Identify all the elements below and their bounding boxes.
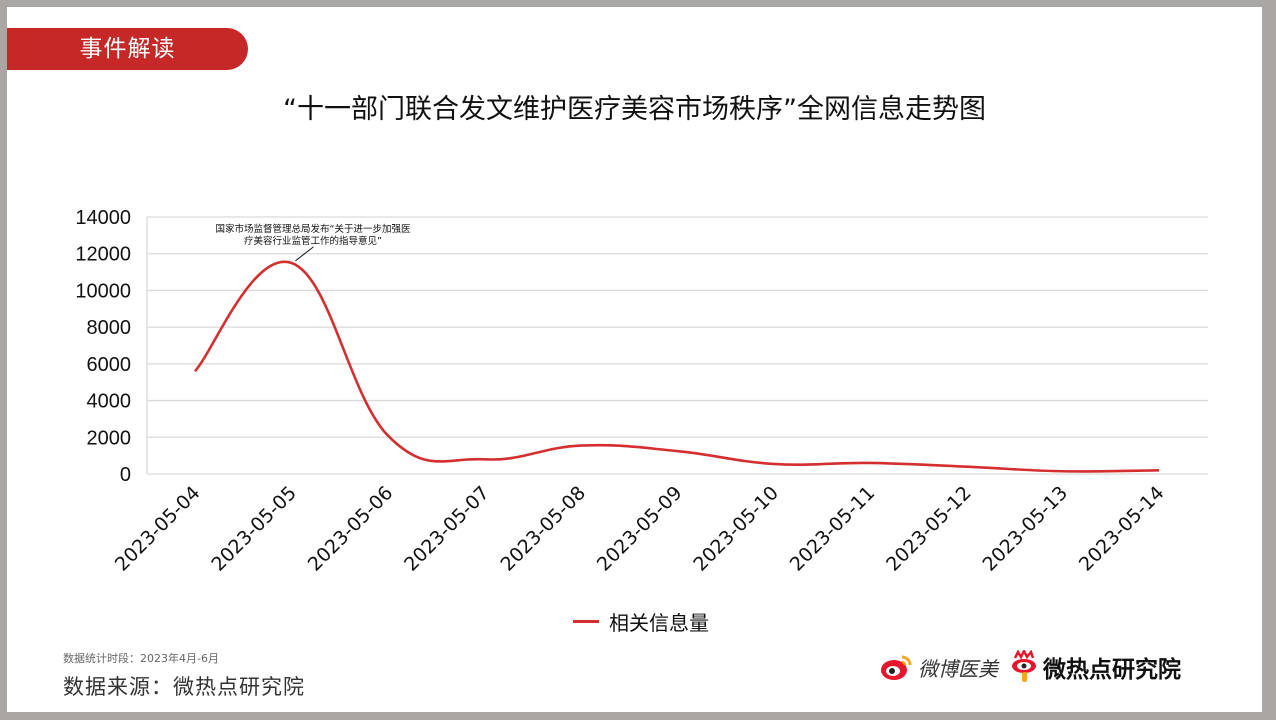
chart-legend: 相关信息量 <box>573 607 709 636</box>
x-tick-label: 2023-05-11 <box>786 482 880 576</box>
y-tick-label: 14000 <box>75 207 131 229</box>
chart-title: “十一部门联合发文维护医疗美容市场秩序”全网信息走势图 <box>283 94 986 125</box>
x-tick-label: 2023-05-10 <box>689 482 783 576</box>
y-tick-label: 10000 <box>75 280 131 302</box>
weiredian-text: 微热点研究院 <box>1043 657 1181 683</box>
annotation-leader <box>295 246 314 262</box>
line-chart: 0 2000 4000 6000 8000 10000 12000 14000 2023-05-… <box>75 207 1208 576</box>
x-tick-label: 2023-05-04 <box>111 482 205 576</box>
weibo-yimei-text: 微博医美 <box>918 656 998 681</box>
y-tick-label: 4000 <box>87 391 132 413</box>
x-tick-label: 2023-05-09 <box>593 482 687 576</box>
y-tick-label: 6000 <box>87 354 132 376</box>
legend-line-swatch <box>573 620 599 623</box>
data-period: 数据统计时段：2023年4月-6月 <box>63 652 219 665</box>
weibo-eye-icon <box>881 655 912 680</box>
x-tick-label: 2023-05-12 <box>882 482 976 576</box>
y-tick-label: 8000 <box>87 317 132 339</box>
weibo-yimei-logo: 微博医美 <box>880 653 998 682</box>
x-tick-label: 2023-05-05 <box>207 482 301 576</box>
x-tick-label: 2023-05-14 <box>1075 482 1169 576</box>
x-tick-label: 2023-05-06 <box>304 482 398 576</box>
x-tick-label: 2023-05-07 <box>400 482 494 576</box>
y-tick-label: 0 <box>120 464 131 486</box>
section-tag: 事件解读 <box>7 28 248 70</box>
slide: 事件解读 “十一部门联合发文维护医疗美容市场秩序”全网信息走势图 0 2000 40… <box>7 7 1262 712</box>
logo-group: 微博医美 微热点研究院 <box>880 650 1181 684</box>
annotation-text: 疗美容行业监管工作的指导意见” <box>244 235 382 247</box>
series-line <box>194 260 1160 473</box>
legend-label: 相关信息量 <box>609 611 709 635</box>
y-tick-label: 12000 <box>75 244 131 266</box>
weiredian-logo: 微热点研究院 <box>1010 650 1181 684</box>
weiredian-eye-icon <box>1012 650 1036 682</box>
y-tick-label: 2000 <box>87 427 132 449</box>
x-tick-label: 2023-05-08 <box>496 482 590 576</box>
x-tick-label: 2023-05-13 <box>978 482 1072 576</box>
annotation-text: 国家市场监督管理总局发布“关于进一步加强医 <box>216 223 411 235</box>
data-source: 数据来源：微热点研究院 <box>63 675 305 699</box>
